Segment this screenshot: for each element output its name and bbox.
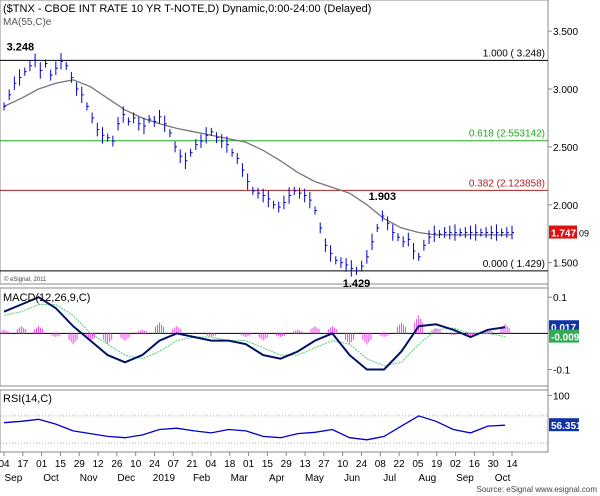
x-day-label: 21: [187, 459, 199, 470]
x-month-label: Sep: [5, 473, 23, 484]
x-day-label: 05: [412, 459, 424, 470]
x-day-label: 29: [74, 459, 86, 470]
price-ytick-label: 3.000: [553, 85, 578, 96]
signal-value-text: -0.009: [551, 333, 580, 344]
price-panel: [0, 0, 549, 285]
x-month-label: Dec: [117, 473, 135, 484]
last-price-text: 1.747: [551, 229, 576, 240]
x-day-label: 15: [262, 459, 274, 470]
x-month-label: Feb: [193, 473, 211, 484]
fib-label-3: 0.000 ( 1.429): [483, 259, 545, 270]
x-day-label: 24: [149, 459, 161, 470]
price-annotation: 3.248: [7, 41, 35, 53]
x-day-label: 08: [375, 459, 387, 470]
ma-line: [3, 79, 512, 236]
macd-ytick-label: 0.1: [553, 293, 567, 304]
price-ytick-label: 2.500: [553, 143, 578, 154]
footer-credit: Source: eSignal www.esignal.com: [476, 485, 597, 494]
macd-signal-line: [3, 304, 506, 367]
x-day-label: 10: [337, 459, 349, 470]
price-ytick-label: 1.500: [553, 259, 578, 270]
x-day-label: 26: [111, 459, 123, 470]
x-day-label: 16: [469, 459, 481, 470]
macd-value-text: 0.017: [551, 323, 576, 334]
x-day-label: 10: [130, 459, 142, 470]
rsi-ytick-label: 100: [553, 391, 570, 402]
x-day-label: 15: [55, 459, 67, 470]
chart-title: ($TNX - CBOE INT RATE 10 YR T-NOTE,D) Dy…: [3, 3, 371, 15]
rsi-value-badge: [549, 418, 579, 432]
x-day-label: 01: [36, 459, 48, 470]
price-ytick-label: 3.500: [553, 27, 578, 38]
x-month-label: Aug: [418, 473, 436, 484]
x-month-label: Jul: [383, 473, 396, 484]
x-day-label: 04: [205, 459, 217, 470]
price-annotation: 1.903: [369, 191, 397, 203]
x-month-label: Nov: [80, 473, 98, 484]
fib-label-1: 0.618 (2.553142): [469, 129, 545, 140]
x-day-label: 12: [93, 459, 105, 470]
x-day-label: 17: [17, 459, 29, 470]
x-day-label: 27: [318, 459, 330, 470]
macd-label: MACD(12,26,9,C): [3, 292, 90, 304]
price-ytick-label: 2.000: [553, 201, 578, 212]
x-day-label: 29: [281, 459, 293, 470]
x-month-label: Oct: [43, 473, 59, 484]
last-price-suffix: 09: [579, 229, 589, 239]
rsi-label: RSI(14,C): [3, 393, 52, 405]
esignal-small-credit: © eSignal, 2011: [4, 276, 47, 283]
fib-label-0: 1.000 ( 3.248): [483, 48, 545, 59]
x-month-label: Sep: [456, 473, 474, 484]
x-day-label: 04: [0, 459, 10, 470]
x-day-label: 02: [450, 459, 462, 470]
x-month-label: 2019: [153, 473, 176, 484]
x-day-label: 30: [488, 459, 500, 470]
x-month-label: Oct: [495, 473, 511, 484]
x-day-label: 19: [431, 459, 443, 470]
rsi-panel: [0, 389, 549, 453]
x-day-label: 01: [243, 459, 255, 470]
x-month-label: May: [305, 473, 324, 484]
ma-label: MA(55,C)e: [3, 17, 52, 28]
rsi-value-text: 56.351: [551, 421, 582, 432]
fib-label-2: 0.382 (2.123858): [469, 178, 545, 189]
price-annotation: 1.429: [343, 278, 371, 290]
rsi-line: [3, 415, 506, 441]
macd-line: [3, 296, 506, 371]
x-month-label: Apr: [269, 473, 285, 484]
x-day-label: 22: [394, 459, 406, 470]
x-day-label: 07: [168, 459, 180, 470]
x-day-label: 18: [224, 459, 236, 470]
macd-ytick-label: -0.1: [553, 366, 571, 377]
x-day-label: 14: [506, 459, 518, 470]
x-month-label: Jun: [344, 473, 360, 484]
macd-panel: [0, 287, 549, 387]
signal-value-badge: [549, 329, 579, 343]
x-day-label: 13: [299, 459, 311, 470]
x-month-label: Mar: [231, 473, 249, 484]
last-price-badge: [549, 225, 577, 239]
x-day-label: 24: [356, 459, 368, 470]
